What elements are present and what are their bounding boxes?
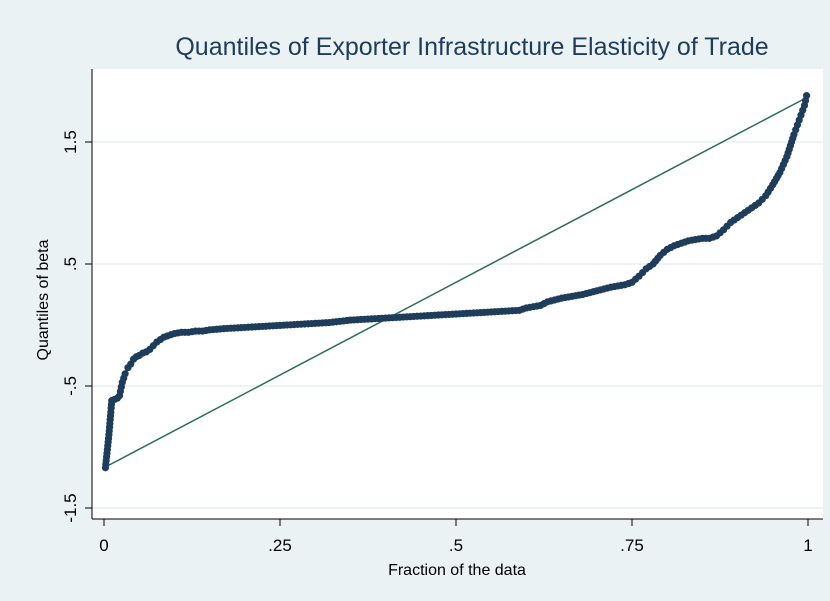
x-tick-label: .5 (449, 536, 463, 555)
chart-title: Quantiles of Exporter Infrastructure Ela… (175, 33, 768, 61)
y-tick-label: -1.5 (61, 493, 80, 522)
x-axis-label: Fraction of the data (388, 562, 526, 579)
y-tick-label: -.5 (61, 376, 80, 396)
plot-area (92, 69, 823, 519)
x-tick-label: .25 (268, 536, 292, 555)
x-tick-label: .75 (620, 536, 644, 555)
points-layer (101, 92, 811, 472)
reference-line (103, 96, 809, 469)
x-tick-label: 1 (803, 536, 812, 555)
reference-line-layer (103, 96, 809, 469)
y-tick-label: 1.5 (61, 130, 80, 154)
quantile-point (121, 370, 129, 378)
axes-layer: -1.5 -.5 .5 1.5 0 .25 .5 .75 1 (61, 69, 823, 555)
x-tick-label: 0 (99, 536, 108, 555)
grid-layer (92, 141, 823, 509)
y-axis-label: Quantiles of beta (35, 239, 52, 360)
y-tick-label: .5 (61, 257, 80, 271)
quantile-point (802, 92, 811, 100)
